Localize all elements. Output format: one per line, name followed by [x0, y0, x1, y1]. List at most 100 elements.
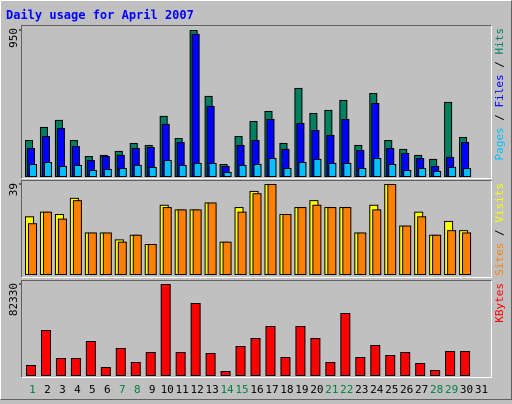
y-tick-label: 950 — [7, 28, 20, 48]
x-tick-label: 10 — [161, 383, 174, 396]
bar — [88, 170, 97, 178]
x-tick-label: 19 — [295, 383, 308, 396]
bar — [193, 162, 202, 178]
x-tick-label: 9 — [149, 383, 156, 396]
bar — [385, 355, 396, 376]
legend-entry: KBytes — [493, 283, 506, 323]
x-tick-label: 30 — [460, 383, 473, 396]
bar — [328, 162, 337, 178]
bar — [28, 223, 37, 276]
legend-entry: Pages — [493, 127, 506, 160]
bar — [340, 313, 351, 376]
chart-title: Daily usage for April 2007 — [6, 8, 194, 22]
legend-entry: Files — [493, 74, 506, 107]
bar — [130, 362, 141, 377]
bar — [73, 164, 82, 178]
x-tick-label: 2 — [44, 383, 51, 396]
bar — [433, 170, 442, 177]
bar — [55, 358, 66, 377]
bar — [102, 232, 112, 275]
bar — [312, 204, 322, 275]
x-tick-label: 21 — [325, 383, 338, 396]
bar — [178, 164, 187, 178]
bar — [265, 326, 276, 377]
bar — [26, 364, 36, 376]
bar — [445, 351, 456, 376]
x-tick-label: 17 — [265, 383, 278, 396]
x-tick-label: 11 — [176, 383, 189, 396]
bar — [223, 172, 232, 178]
panel-shadow — [21, 25, 492, 179]
x-tick-label: 16 — [250, 383, 263, 396]
bar — [280, 357, 291, 376]
bar — [298, 162, 307, 178]
bar — [402, 225, 412, 276]
legend-entry: Sites — [493, 243, 506, 276]
bar — [252, 193, 262, 276]
x-tick-label: 1 — [29, 383, 36, 396]
bar — [145, 351, 156, 376]
bar — [387, 184, 397, 275]
bar — [148, 166, 157, 178]
x-tick-label: 20 — [310, 383, 323, 396]
bar — [268, 158, 277, 178]
bar — [177, 209, 187, 275]
bar — [235, 345, 246, 377]
bar — [103, 168, 112, 178]
legend: Pages / Files / Hits — [493, 28, 506, 161]
bar — [42, 211, 52, 275]
bar — [283, 168, 292, 178]
bar — [430, 370, 441, 376]
x-tick-label: 25 — [385, 383, 398, 396]
bar — [462, 232, 472, 275]
bar — [220, 370, 231, 376]
bar — [208, 162, 217, 178]
x-tick-label: 12 — [191, 383, 204, 396]
x-tick-label: 15 — [235, 383, 248, 396]
x-tick-label: 4 — [74, 383, 81, 396]
bar — [282, 214, 292, 275]
bar — [267, 184, 277, 275]
bar — [447, 230, 457, 275]
legend-separator: / — [493, 55, 506, 75]
bar — [207, 202, 217, 275]
bar — [432, 234, 442, 275]
bar — [448, 166, 457, 178]
bar — [325, 362, 336, 377]
bar — [100, 366, 111, 376]
bar — [29, 164, 37, 178]
bar — [191, 33, 200, 178]
panel-shadow — [21, 180, 492, 278]
bar — [237, 211, 247, 275]
x-tick-label: 14 — [220, 383, 234, 396]
bar — [370, 345, 381, 377]
bar — [297, 207, 307, 275]
legend-separator: / — [493, 108, 506, 128]
bar — [70, 358, 81, 377]
bar — [342, 207, 352, 275]
bar — [72, 200, 82, 275]
bar — [205, 353, 216, 376]
x-tick-label: 3 — [59, 383, 66, 396]
x-tick-label: 18 — [280, 383, 293, 396]
bar — [162, 207, 172, 275]
x-tick-label: 6 — [104, 383, 111, 396]
bar — [373, 158, 382, 178]
x-tick-label: 31 — [475, 383, 488, 396]
bar — [58, 166, 67, 178]
bar — [403, 170, 412, 178]
bar — [415, 362, 426, 377]
bar — [357, 232, 367, 275]
bar — [43, 162, 52, 178]
x-tick-label: 5 — [89, 383, 96, 396]
bar — [160, 284, 171, 376]
bar — [117, 241, 127, 275]
bar — [253, 164, 262, 178]
x-tick-label: 7 — [119, 383, 126, 396]
bar — [222, 241, 232, 275]
y-tick-label: 82330 — [7, 283, 20, 316]
bar — [343, 162, 352, 178]
x-tick-label: 23 — [355, 383, 368, 396]
bar — [388, 164, 397, 178]
